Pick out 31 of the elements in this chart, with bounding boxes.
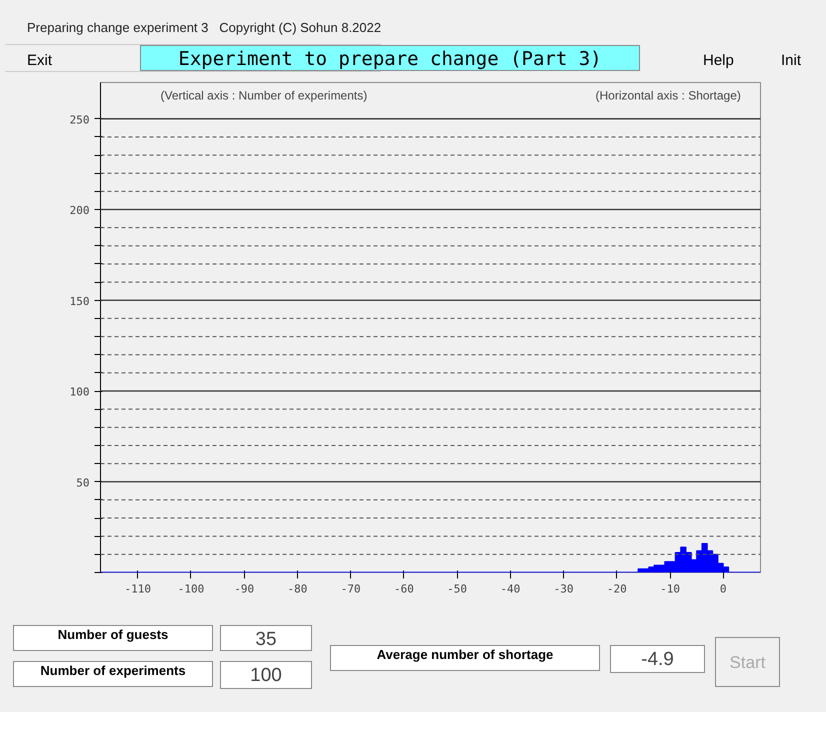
y-tick-label: 100 <box>70 386 90 399</box>
x-tick-label: -40 <box>500 582 520 596</box>
text: Number of experiments <box>13 661 213 687</box>
y-tick-label: 50 <box>76 476 90 490</box>
y-tick-label: 200 <box>70 204 90 218</box>
chart-subtitle: Preparing change experiment 3 Copyright (C) Sohun 8.2022 <box>26 19 382 37</box>
text: 35 <box>220 625 312 651</box>
text: Init <box>781 50 802 71</box>
x-tick-label: -50 <box>447 582 468 596</box>
text: Number of guests <box>13 625 213 651</box>
x-tick-label: -80 <box>288 582 308 596</box>
x-tick-label: -110 <box>124 582 152 596</box>
x-tick-label: -70 <box>340 582 361 596</box>
text: Help <box>703 50 734 71</box>
x-tick-label: 0 <box>720 582 727 596</box>
y-tick-label: 150 <box>70 294 90 308</box>
chart-title: Experiment to prepare change (Part 3) <box>140 44 640 71</box>
text: -4.9 <box>610 645 705 673</box>
x-tick-label: -90 <box>234 582 254 596</box>
x-tick-label: -60 <box>394 582 414 596</box>
text: Start <box>715 637 780 687</box>
y-tick-label: 250 <box>70 113 90 126</box>
x-tick-label: -100 <box>178 582 204 596</box>
x-tick-label: -20 <box>606 582 627 596</box>
text: 100 <box>220 661 312 689</box>
text: Exit <box>27 50 52 71</box>
x-tick-label: -30 <box>554 582 574 596</box>
text: Average number of shortage <box>330 645 600 671</box>
y-axis-title: (Vertical axis : Number of experiments) <box>160 88 368 102</box>
x-tick-label: -10 <box>660 582 680 596</box>
x-axis-title: (Horizontal axis : Shortage) <box>596 88 741 102</box>
